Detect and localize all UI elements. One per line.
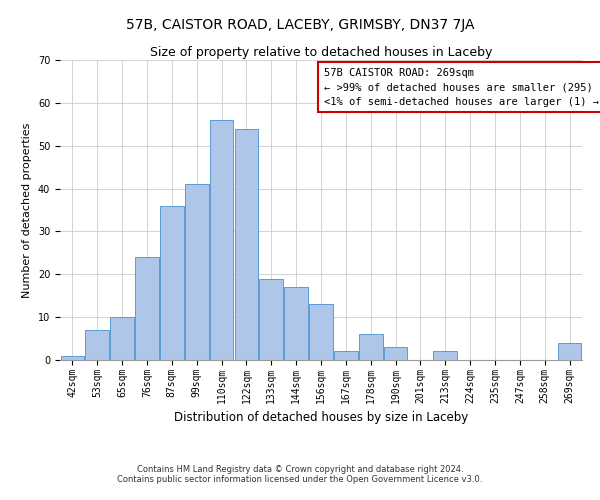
Text: 57B CAISTOR ROAD: 269sqm
← >99% of detached houses are smaller (295)
<1% of semi: 57B CAISTOR ROAD: 269sqm ← >99% of detac… xyxy=(323,68,599,107)
Bar xyxy=(110,317,134,360)
Bar xyxy=(359,334,383,360)
Bar xyxy=(135,257,159,360)
Text: Contains public sector information licensed under the Open Government Licence v3: Contains public sector information licen… xyxy=(118,476,482,484)
Bar xyxy=(334,352,358,360)
Bar xyxy=(433,352,457,360)
Bar xyxy=(284,287,308,360)
X-axis label: Distribution of detached houses by size in Laceby: Distribution of detached houses by size … xyxy=(174,411,468,424)
Text: Contains HM Land Registry data © Crown copyright and database right 2024.: Contains HM Land Registry data © Crown c… xyxy=(137,466,463,474)
Bar xyxy=(185,184,209,360)
Y-axis label: Number of detached properties: Number of detached properties xyxy=(22,122,32,298)
Bar xyxy=(259,278,283,360)
Bar xyxy=(160,206,184,360)
Bar xyxy=(235,128,258,360)
Bar xyxy=(309,304,333,360)
Bar xyxy=(85,330,109,360)
Text: 57B, CAISTOR ROAD, LACEBY, GRIMSBY, DN37 7JA: 57B, CAISTOR ROAD, LACEBY, GRIMSBY, DN37… xyxy=(126,18,474,32)
Bar xyxy=(558,343,581,360)
Bar xyxy=(210,120,233,360)
Title: Size of property relative to detached houses in Laceby: Size of property relative to detached ho… xyxy=(150,46,492,59)
Bar xyxy=(61,356,84,360)
Bar xyxy=(384,347,407,360)
